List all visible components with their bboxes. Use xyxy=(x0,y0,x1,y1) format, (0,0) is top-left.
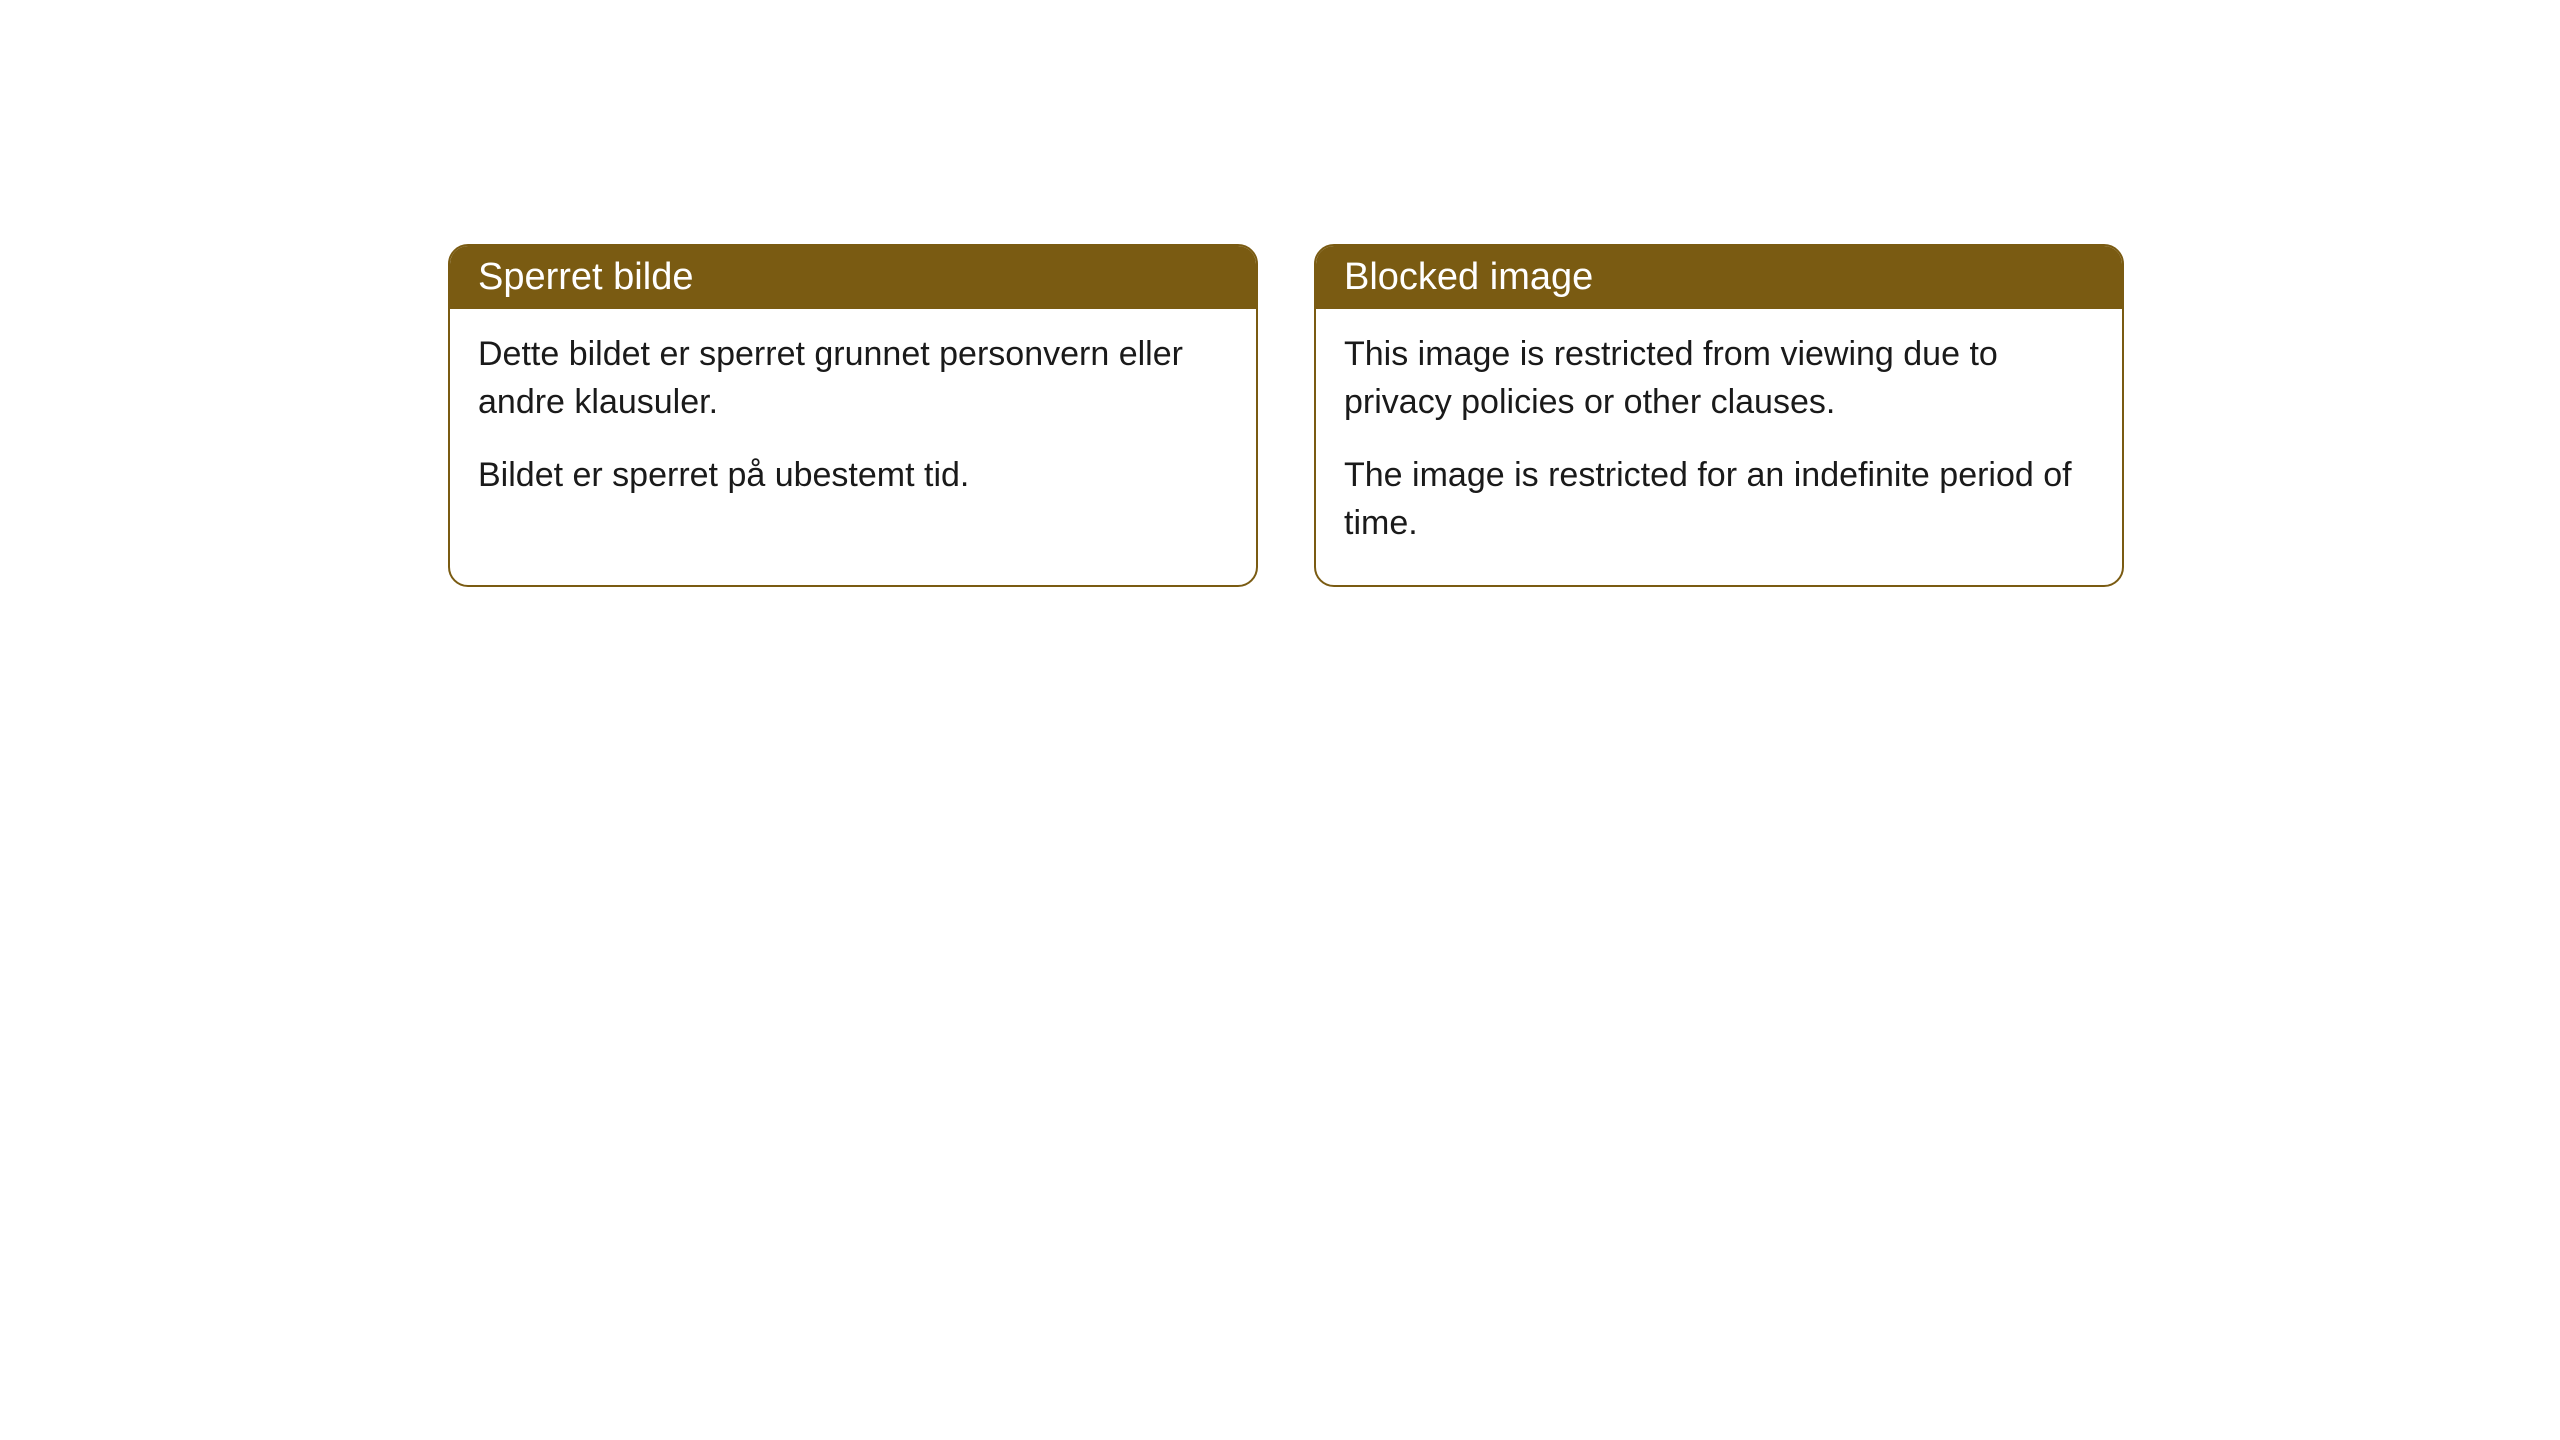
card-body: This image is restricted from viewing du… xyxy=(1316,309,2122,585)
card-paragraph-2: Bildet er sperret på ubestemt tid. xyxy=(478,452,1228,500)
notice-card-english: Blocked image This image is restricted f… xyxy=(1314,244,2124,587)
notice-cards-container: Sperret bilde Dette bildet er sperret gr… xyxy=(448,244,2124,587)
card-header: Sperret bilde xyxy=(450,246,1256,309)
card-paragraph-2: The image is restricted for an indefinit… xyxy=(1344,452,2094,547)
card-paragraph-1: Dette bildet er sperret grunnet personve… xyxy=(478,331,1228,426)
card-header: Blocked image xyxy=(1316,246,2122,309)
card-paragraph-1: This image is restricted from viewing du… xyxy=(1344,331,2094,426)
card-title: Blocked image xyxy=(1344,256,1593,298)
notice-card-norwegian: Sperret bilde Dette bildet er sperret gr… xyxy=(448,244,1258,587)
card-body: Dette bildet er sperret grunnet personve… xyxy=(450,309,1256,538)
card-title: Sperret bilde xyxy=(478,256,693,298)
